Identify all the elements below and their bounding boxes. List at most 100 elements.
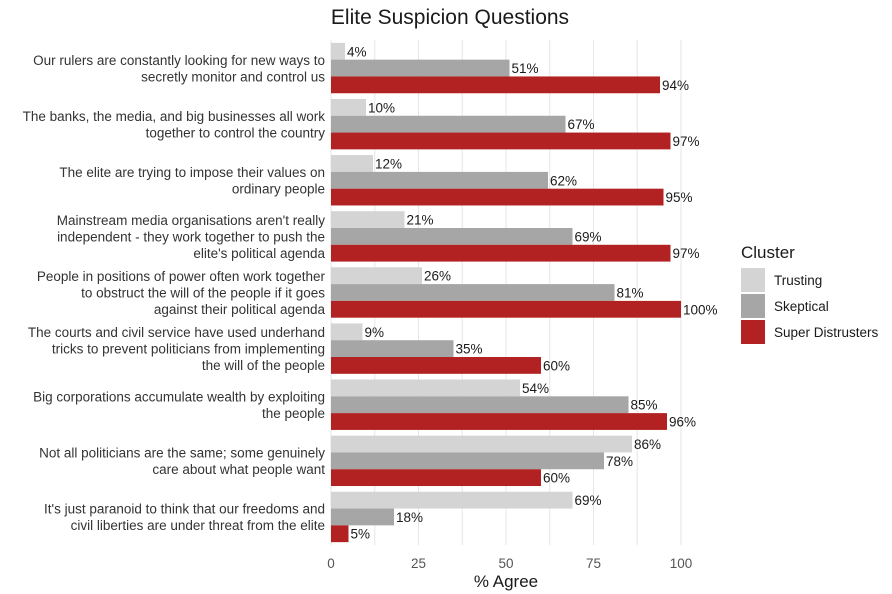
x-tick-label: 100: [670, 556, 693, 571]
category-label-line: Our rulers are constantly looking for ne…: [33, 53, 325, 68]
bar-skeptical: [331, 396, 629, 414]
category-label: Not all politicians are the same; some g…: [39, 446, 325, 478]
category-label: Big corporations accumulate wealth by ex…: [33, 389, 325, 421]
x-tick-label: 25: [411, 556, 426, 571]
category-label: Mainstream media organisations aren't re…: [57, 213, 326, 261]
data-label: 21%: [407, 213, 434, 228]
data-label: 9%: [365, 325, 385, 340]
category-label-line: People in positions of power often work …: [37, 269, 326, 284]
category-label: It's just paranoid to think that our fre…: [44, 502, 325, 534]
data-label: 51%: [512, 61, 539, 76]
bar-super-distrusters: [331, 525, 349, 543]
bar-skeptical: [331, 284, 615, 301]
data-label: 62%: [550, 173, 577, 188]
data-label: 60%: [543, 358, 570, 373]
bar-skeptical: [331, 508, 394, 526]
x-axis-ticks: 0 25 50 75 100: [327, 556, 692, 571]
bar-super-distrusters: [331, 244, 671, 262]
category-label-line: elite's political agenda: [193, 246, 325, 261]
data-label: 60%: [543, 471, 570, 486]
bar-trusting: [331, 379, 520, 397]
category-label-line: together to control the country: [146, 125, 326, 140]
bar-trusting: [331, 211, 405, 228]
data-label: 18%: [396, 510, 423, 525]
category-label-line: against their political agenda: [154, 302, 326, 317]
category-label-line: independent - they work together to push…: [57, 229, 325, 244]
data-label: 96%: [669, 415, 696, 430]
data-label: 81%: [617, 286, 644, 301]
x-tick-label: 75: [586, 556, 601, 571]
bar-skeptical: [331, 171, 548, 189]
category-label: People in positions of power often work …: [37, 269, 326, 317]
bar-trusting: [331, 98, 366, 116]
category-label-line: Mainstream media organisations aren't re…: [57, 213, 325, 228]
category-label-line: ordinary people: [232, 182, 325, 197]
x-tick-label: 50: [498, 556, 513, 571]
data-label: 69%: [575, 493, 602, 508]
category-label-line: Big corporations accumulate wealth by ex…: [33, 389, 325, 404]
data-label: 86%: [634, 437, 661, 452]
data-label: 100%: [683, 302, 718, 317]
bar-skeptical: [331, 340, 454, 358]
bar-skeptical: [331, 452, 604, 470]
category-label-line: The elite are trying to impose their val…: [59, 165, 325, 180]
category-label-line: to obstruct the will of the people if it…: [81, 286, 325, 301]
bar-skeptical: [331, 115, 566, 133]
category-label-line: secretly monitor and control us: [141, 69, 325, 84]
bar-super-distrusters: [331, 300, 681, 318]
category-label-line: the people: [262, 406, 325, 421]
data-label: 4%: [347, 44, 367, 59]
bar-trusting: [331, 491, 573, 509]
bars: 4% 51% 94% 10% 67% 97% 12% 62% 95% 21% 69% 97% 26% 81…: [331, 42, 718, 543]
category-label-line: The courts and civil service have used u…: [28, 325, 325, 340]
category-label-line: Not all politicians are the same; some g…: [39, 446, 325, 461]
legend: Cluster Trusting Skeptical Super Distruste…: [741, 243, 879, 344]
legend-swatch: [741, 294, 765, 318]
data-label: 54%: [522, 381, 549, 396]
data-label: 94%: [662, 78, 689, 93]
data-label: 35%: [456, 342, 483, 357]
data-label: 85%: [631, 398, 658, 413]
bar-trusting: [331, 155, 373, 172]
category-label-line: The banks, the media, and big businesses…: [23, 109, 326, 124]
data-label: 26%: [424, 269, 451, 284]
bar-super-distrusters: [331, 132, 671, 150]
data-label: 78%: [606, 454, 633, 469]
category-label-line: It's just paranoid to think that our fre…: [44, 502, 325, 517]
legend-items: Trusting Skeptical Super Distrusters: [741, 268, 879, 344]
legend-label: Trusting: [774, 273, 822, 288]
category-label-line: civil liberties are under threat from th…: [71, 518, 325, 533]
legend-title: Cluster: [741, 243, 795, 262]
data-label: 10%: [368, 100, 395, 115]
category-label-line: the will of the people: [202, 358, 325, 373]
category-label-line: tricks to prevent politicians from imple…: [52, 342, 325, 357]
data-label: 97%: [673, 134, 700, 149]
legend-swatch: [741, 268, 765, 292]
legend-label: Super Distrusters: [774, 325, 879, 340]
bar-super-distrusters: [331, 188, 664, 206]
category-labels: Our rulers are constantly looking for ne…: [23, 53, 326, 533]
data-label: 67%: [568, 117, 595, 132]
x-axis-title: % Agree: [474, 572, 538, 591]
data-label: 69%: [575, 229, 602, 244]
bar-super-distrusters: [331, 357, 541, 374]
bar-trusting: [331, 42, 345, 60]
chart-title: Elite Suspicion Questions: [331, 6, 569, 29]
category-label: The banks, the media, and big businesses…: [23, 109, 326, 140]
data-label: 97%: [673, 246, 700, 261]
legend-label: Skeptical: [774, 299, 829, 314]
x-tick-label: 0: [327, 556, 335, 571]
category-label-line: care about what people want: [152, 462, 325, 477]
legend-swatch: [741, 320, 765, 344]
bar-super-distrusters: [331, 413, 667, 430]
bar-trusting: [331, 323, 363, 341]
category-label: The courts and civil service have used u…: [28, 325, 325, 373]
bar-super-distrusters: [331, 469, 541, 487]
category-label: Our rulers are constantly looking for ne…: [33, 53, 325, 85]
data-label: 95%: [666, 190, 693, 205]
bar-trusting: [331, 435, 632, 453]
category-label: The elite are trying to impose their val…: [59, 165, 325, 197]
bar-skeptical: [331, 59, 510, 77]
bar-super-distrusters: [331, 76, 660, 94]
